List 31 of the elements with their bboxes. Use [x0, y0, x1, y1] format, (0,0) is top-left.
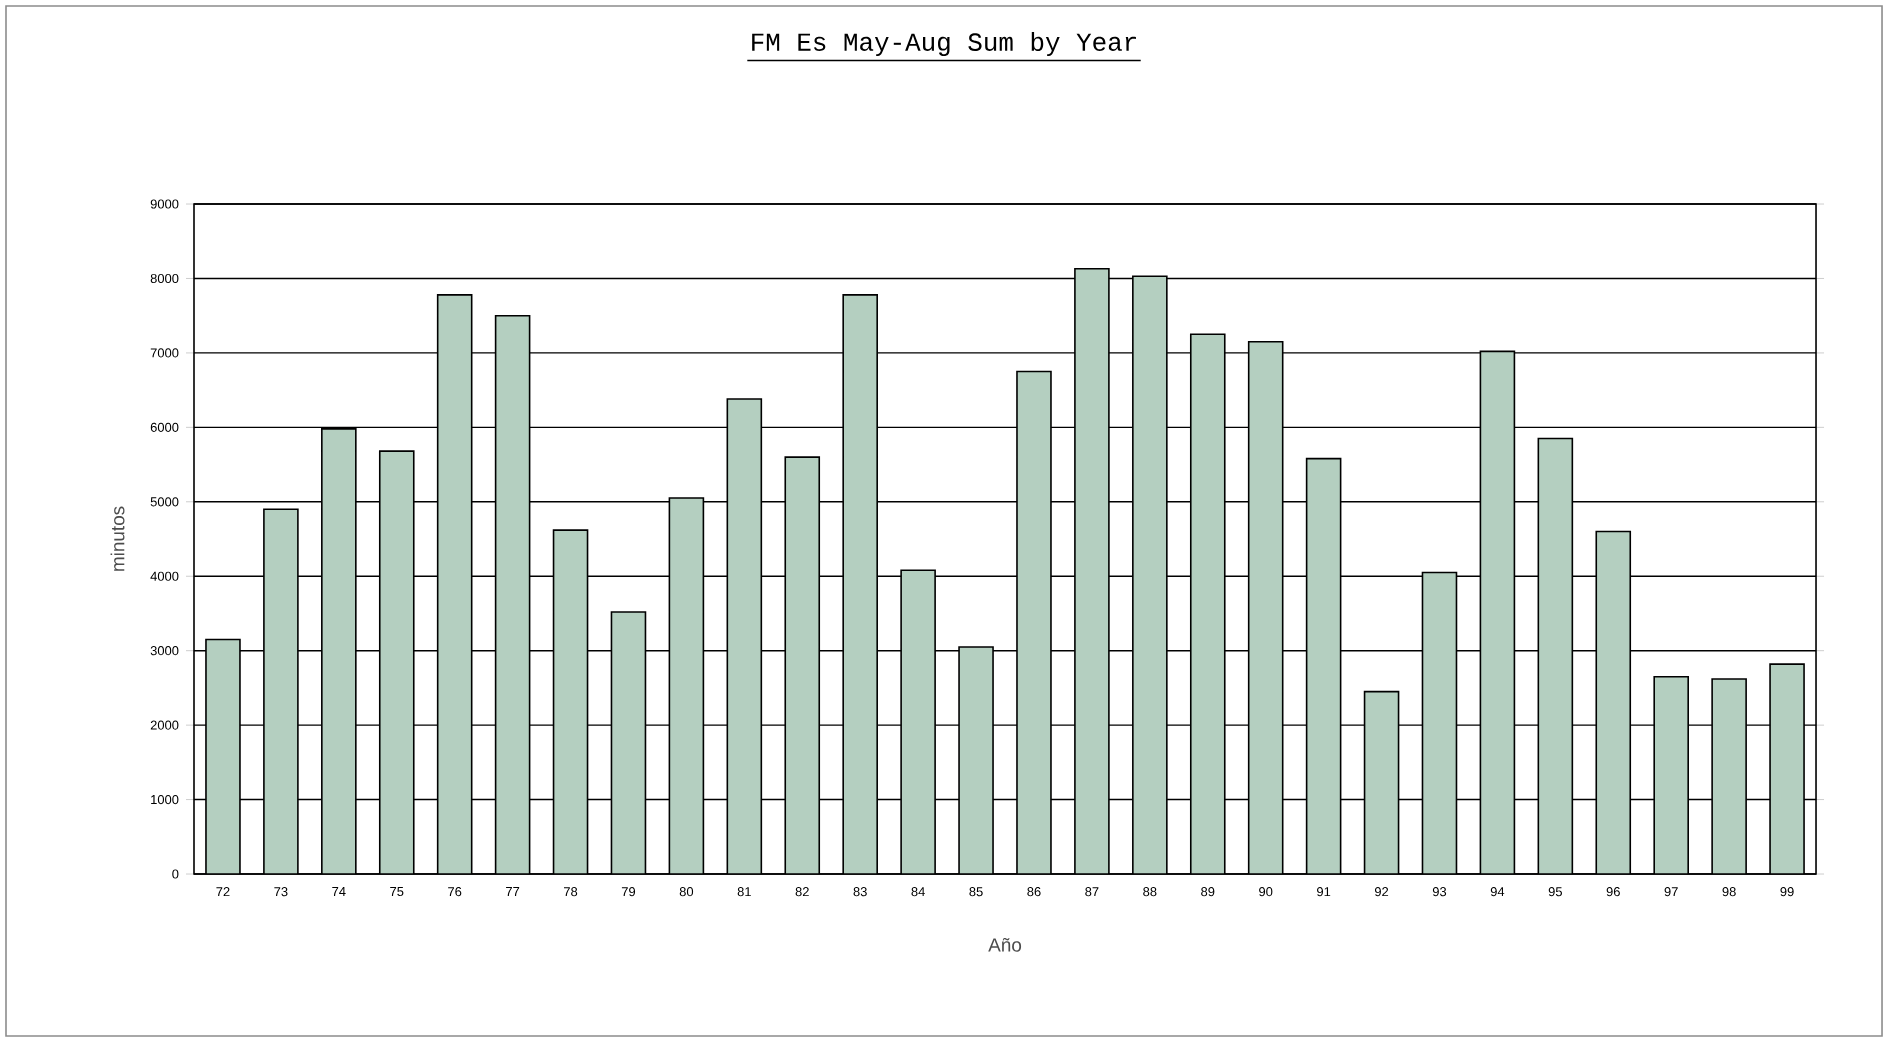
bar	[1479, 350, 1516, 875]
bar	[842, 294, 878, 875]
bar	[436, 294, 473, 875]
bar	[1074, 267, 1110, 875]
chart-title: FM Es May-Aug Sum by Year	[752, 31, 1136, 57]
bar	[1305, 457, 1342, 875]
bar	[1769, 663, 1805, 875]
bar	[1421, 571, 1458, 875]
bar	[1132, 275, 1168, 875]
bar	[1016, 370, 1052, 875]
y-axis-title: minutos	[110, 506, 125, 571]
bar	[1711, 678, 1747, 875]
bar	[263, 508, 299, 875]
bar	[494, 314, 531, 875]
bar	[552, 529, 589, 875]
bar	[1189, 333, 1226, 875]
bar	[378, 450, 415, 875]
bar	[610, 611, 647, 875]
x-axis-title: Año	[988, 937, 1022, 952]
bar	[726, 398, 763, 875]
bar	[784, 456, 821, 875]
bar	[958, 646, 994, 875]
bar	[1537, 437, 1574, 875]
bar	[205, 638, 241, 875]
bar	[900, 569, 936, 875]
bar	[1653, 675, 1689, 875]
bar	[1595, 530, 1632, 875]
bar	[1247, 340, 1284, 875]
bar	[321, 428, 357, 875]
bar	[668, 497, 705, 875]
bar	[1363, 690, 1400, 875]
